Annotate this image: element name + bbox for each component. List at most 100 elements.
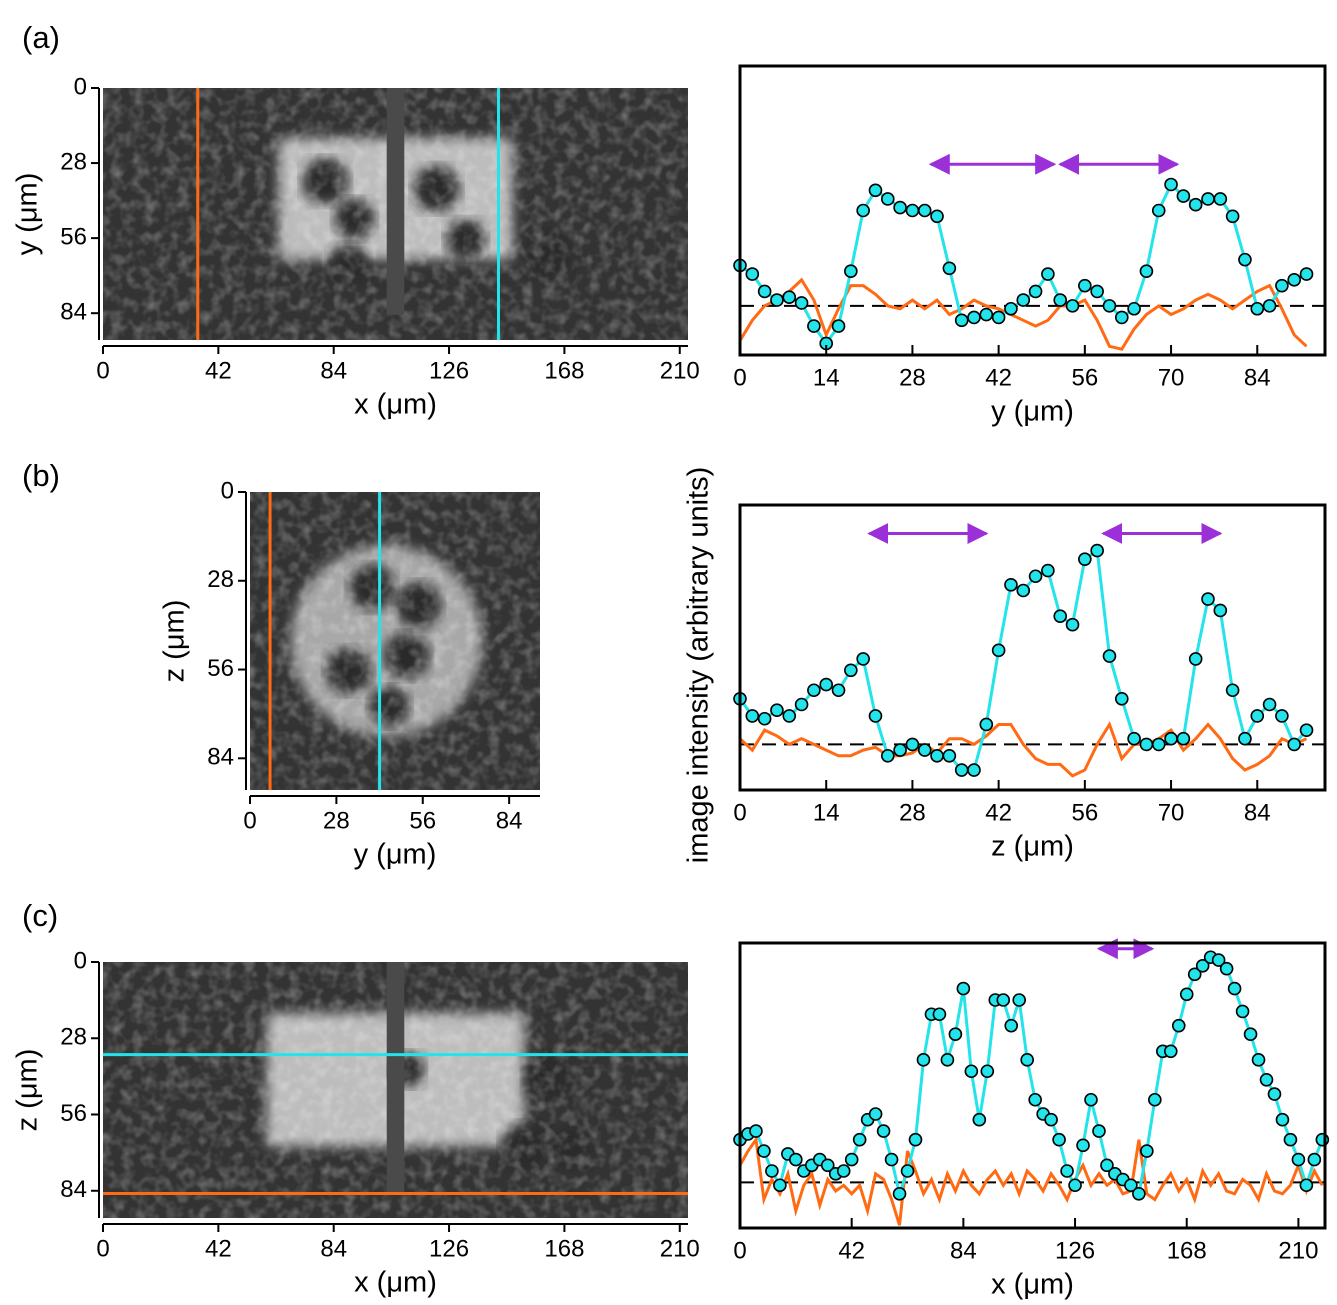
data-point: [1052, 1132, 1066, 1147]
data-point: [1179, 987, 1194, 1002]
data-point: [1187, 967, 1202, 982]
data-point: [757, 711, 772, 726]
x-tick-label: 168: [544, 1235, 584, 1262]
y-tick-label: 0: [221, 477, 234, 504]
data-point: [1176, 731, 1191, 746]
x-axis-label: x (μm): [354, 1267, 437, 1299]
image: [103, 88, 688, 340]
data-point: [893, 743, 907, 757]
x-tick-label: 42: [205, 1235, 232, 1262]
x-tick-label: 84: [1244, 364, 1271, 391]
data-point: [1151, 203, 1166, 218]
data-point: [1275, 1112, 1290, 1127]
divider: [386, 962, 405, 1193]
data-point: [1262, 299, 1277, 313]
data-point: [905, 737, 920, 752]
data-point: [917, 743, 932, 757]
data-point: [1262, 697, 1277, 712]
x-tick-label: 42: [985, 364, 1012, 391]
series-line: [740, 277, 1308, 351]
y-axis-label: y (μm): [12, 173, 44, 256]
data-point: [1100, 1158, 1114, 1173]
data-point: [1004, 577, 1018, 592]
data-point: [1041, 563, 1055, 578]
data-point: [917, 203, 932, 218]
x-tick-label: 42: [985, 799, 1012, 826]
data-point: [930, 209, 944, 224]
line-panel: 0 14 28 42 56 70 84 y (μm): [733, 64, 1327, 428]
data-point: [880, 192, 895, 206]
plot-area: [740, 547, 1325, 778]
x-tick-label: 210: [660, 357, 700, 384]
data-point: [831, 683, 846, 698]
data-point: [844, 663, 858, 678]
panel-label: (b): [22, 458, 60, 493]
data-point: [782, 290, 797, 305]
data-point: [996, 993, 1011, 1007]
data-point: [972, 1112, 987, 1127]
data-point: [1140, 1144, 1154, 1158]
data-point: [852, 1132, 867, 1147]
data-point: [905, 203, 920, 218]
data-point: [1151, 737, 1166, 752]
data-point: [1041, 267, 1055, 281]
data-point: [1090, 543, 1104, 558]
y-tick-label: 84: [60, 1176, 87, 1203]
data-point: [979, 717, 994, 732]
data-point: [1114, 310, 1129, 325]
x-axis-label: y (μm): [354, 839, 437, 871]
noise: [250, 492, 540, 790]
data-point: [991, 643, 1006, 658]
x-tick-label: 0: [96, 1235, 109, 1262]
x-tick-label: 126: [429, 357, 469, 384]
data-point: [794, 697, 809, 712]
data-point: [967, 763, 981, 777]
data-point: [856, 203, 870, 218]
data-point: [1114, 691, 1129, 706]
x-tick-label: 0: [733, 1237, 746, 1264]
data-point: [745, 709, 760, 723]
plot-area: [740, 182, 1325, 351]
data-point: [765, 1164, 779, 1178]
x-tick-label: 168: [1167, 1237, 1207, 1264]
data-point: [807, 683, 821, 698]
data-point: [1251, 1053, 1266, 1067]
x-tick-label: 0: [96, 357, 109, 384]
data-point: [1127, 301, 1141, 316]
data-point: [1315, 1132, 1330, 1147]
plot-frame: [738, 941, 1327, 1230]
data-point: [1124, 1178, 1138, 1193]
data-point: [942, 261, 957, 276]
data-point: [908, 1132, 923, 1147]
panel-label: (a): [22, 20, 60, 55]
data-point: [1275, 278, 1289, 293]
y-tick-label: 84: [60, 299, 87, 326]
data-point: [1139, 264, 1154, 278]
data-point: [1053, 293, 1068, 307]
data-point: [773, 1178, 787, 1193]
image: [250, 492, 540, 790]
data-point: [1238, 252, 1252, 267]
data-point: [1211, 953, 1226, 967]
data-point: [1090, 284, 1104, 299]
data-point: [1188, 652, 1203, 666]
x-tick-label: 56: [1071, 799, 1098, 826]
y-tick-label: 84: [207, 744, 234, 771]
data-point: [1012, 993, 1027, 1007]
data-point: [1250, 709, 1265, 723]
data-point: [1287, 273, 1302, 287]
x-tick-label: 56: [1071, 364, 1098, 391]
data-point: [1299, 723, 1314, 737]
x-tick-label: 70: [1158, 364, 1185, 391]
data-point: [1164, 731, 1178, 746]
data-point: [819, 677, 834, 692]
data-point: [836, 1164, 851, 1178]
x-tick-label: 42: [838, 1237, 865, 1264]
data-point: [979, 307, 994, 322]
data-point: [1225, 209, 1240, 224]
data-point: [1084, 1092, 1098, 1107]
data-point: [1307, 1152, 1322, 1167]
data-point: [954, 763, 969, 777]
x-tick-label: 210: [1278, 1237, 1318, 1264]
data-point: [1068, 1178, 1082, 1193]
